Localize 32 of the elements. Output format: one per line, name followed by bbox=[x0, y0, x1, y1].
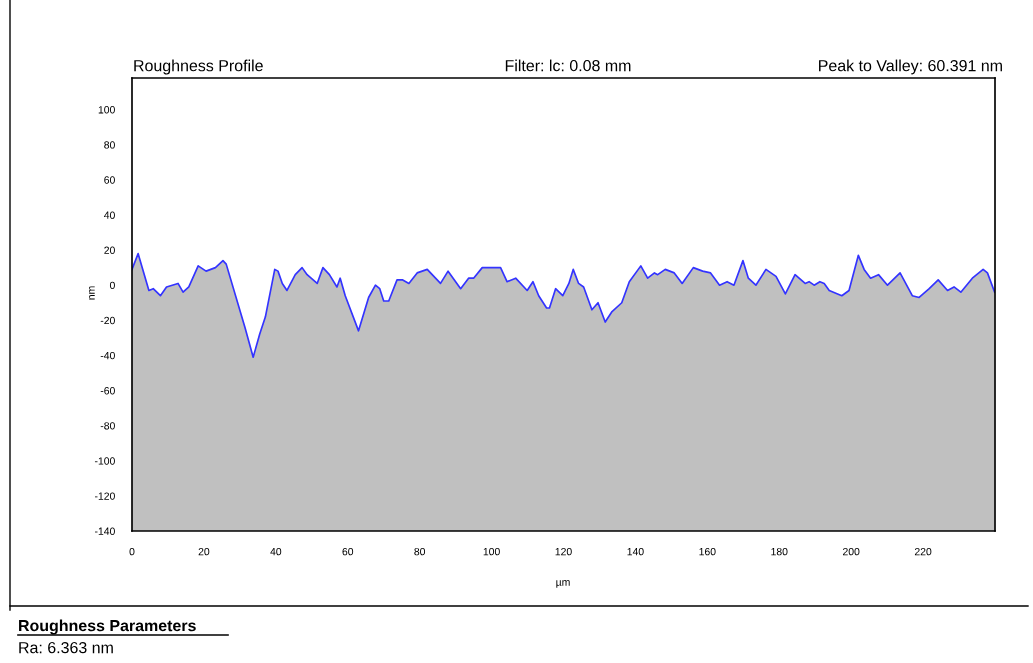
chart-subtitle: Filter: lc: 0.08 mm bbox=[505, 59, 631, 72]
y-tick-label: 100 bbox=[98, 106, 115, 114]
y-tick-label: -40 bbox=[100, 351, 115, 360]
y-axis-title: nm bbox=[89, 286, 95, 300]
text: Peak to Valley: 60.391 nm bbox=[819, 59, 1002, 75]
x-tick-label: 100 bbox=[483, 547, 500, 556]
x-tick-label: 180 bbox=[771, 547, 788, 556]
y-tick-label: -140 bbox=[94, 527, 115, 535]
x-tick-label: 60 bbox=[342, 547, 354, 556]
x-tick-label: 140 bbox=[627, 547, 644, 556]
x-tick-label: 0 bbox=[129, 547, 135, 556]
chart-title: Roughness Profile bbox=[134, 59, 263, 75]
x-tick-label: 120 bbox=[555, 547, 572, 556]
x-tick-label: 40 bbox=[270, 547, 282, 556]
y-tick-label: -120 bbox=[94, 492, 115, 500]
y-tick-label: 80 bbox=[104, 141, 115, 149]
text: Ra: 6.363 nm bbox=[19, 641, 113, 654]
y-tick-label: 40 bbox=[103, 211, 115, 219]
text: Roughness Parameters bbox=[19, 619, 196, 635]
x-tick-label: 220 bbox=[914, 547, 932, 556]
y-tick-label: -100 bbox=[94, 457, 115, 465]
y-tick-label: 0 bbox=[109, 281, 115, 290]
x-axis-title: µm bbox=[556, 580, 570, 588]
y-tick-label: -80 bbox=[100, 422, 115, 430]
y-tick-label: -20 bbox=[100, 316, 115, 325]
y-tick-label: 60 bbox=[104, 176, 115, 184]
y-tick-label: 20 bbox=[104, 246, 115, 254]
x-tick-label: 200 bbox=[843, 547, 860, 556]
x-tick-label: 160 bbox=[699, 547, 716, 556]
y-tick-label: -60 bbox=[100, 387, 115, 395]
x-tick-label: 80 bbox=[414, 547, 426, 556]
x-tick-label: 20 bbox=[198, 547, 210, 556]
